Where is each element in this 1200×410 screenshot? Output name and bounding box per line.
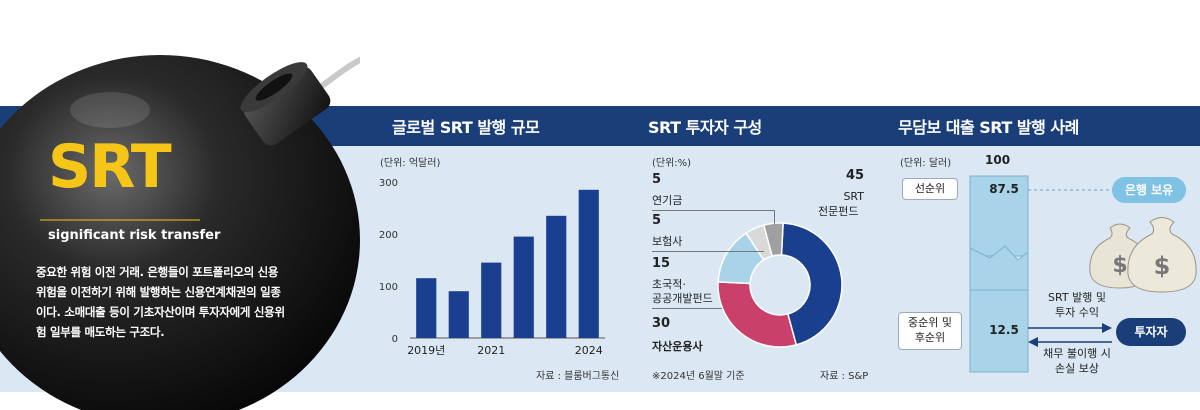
senior-label: 선순위 (902, 178, 958, 200)
panel-title-example: 무담보 대출 SRT 발행 사례 (898, 118, 1079, 137)
supranational-leader (652, 308, 722, 309)
insurer-value: 5 (652, 213, 662, 228)
bar-1 (448, 291, 469, 338)
x-tick-label: 2021 (477, 344, 505, 357)
junior-label-line2: 후순위 (914, 331, 946, 344)
srt-description: 중요한 위험 이전 거래. 은행들이 포트폴리오의 신용위험을 이전하기 위해 … (36, 265, 285, 339)
bar-chart: 0 100 200 300 2019년 2021 2024 (379, 178, 605, 357)
bar-0 (416, 278, 437, 338)
supranational-label-1: 초국적· (652, 278, 686, 291)
bar-2 (481, 262, 502, 338)
bomb-cap (240, 62, 331, 146)
bar-4 (546, 215, 567, 338)
y-tick-label: 300 (379, 178, 398, 189)
asset-mgr-label: 자산운용사 (652, 340, 703, 353)
junior-label: 중순위 및 후순위 (898, 312, 962, 350)
donut-chart (717, 222, 843, 348)
x-tick-label: 2019년 (407, 344, 445, 357)
example-unit: (단위: 달러) (900, 158, 952, 169)
donut-slice-0 (780, 222, 843, 346)
bomb-illustration (0, 55, 360, 410)
pension-leader (652, 210, 774, 211)
tranche-diagram: $ $ (969, 175, 1197, 373)
y-tick-label: 200 (379, 230, 398, 241)
flow-out-line2: 투자 수익 (1055, 306, 1099, 319)
pension-label: 연기금 (652, 194, 683, 207)
svg-text:$: $ (1154, 252, 1171, 280)
bar-chart-source: 자료 : 블룸버그통신 (536, 371, 620, 382)
supranational-label-2: 공공개발펀드 (652, 292, 713, 305)
donut-source: 자료 : S&P (820, 371, 869, 382)
asset-mgr-value: 30 (652, 316, 671, 331)
bar-chart-unit: (단위: 억달러) (380, 158, 441, 169)
bar-5 (578, 189, 599, 338)
senior-value: 87.5 (989, 182, 1019, 196)
svg-text:$: $ (1112, 253, 1127, 278)
donut-slice-4 (762, 222, 784, 257)
srt-fund-value: 45 (846, 168, 865, 183)
donut-slice-1 (717, 281, 798, 348)
bar-3 (513, 236, 534, 338)
supranational-value: 15 (652, 256, 671, 271)
flow-out-text: SRT 발행 및 투자 수익 (1034, 290, 1120, 320)
x-tick-label: 2024 (575, 344, 603, 357)
flow-in-line2: 손실 보상 (1055, 362, 1099, 375)
flow-out-line1: SRT 발행 및 (1048, 291, 1106, 304)
junior-label-line1: 중순위 및 (908, 316, 952, 329)
bank-keep-badge: 은행 보유 (1112, 177, 1186, 203)
y-tick-label: 0 (392, 334, 398, 345)
money-bag-icon: $ (1127, 217, 1197, 293)
insurer-leader (652, 251, 764, 252)
srt-subtitle: significant risk transfer (48, 228, 221, 243)
panel-title-global: 글로벌 SRT 발행 규모 (392, 118, 540, 137)
y-tick-label: 100 (379, 282, 398, 293)
donut-note: ※2024년 6월말 기준 (652, 371, 745, 382)
donut-unit: (단위:%) (652, 158, 692, 169)
flow-in-text: 채무 불이행 시 손실 보상 (1034, 346, 1120, 376)
srt-logo-text: SRT (48, 132, 172, 202)
pension-value: 5 (652, 172, 662, 187)
bottom-strip (0, 392, 1200, 410)
srt-fund-label-1: SRT (843, 190, 864, 203)
flow-in-line1: 채무 불이행 시 (1043, 347, 1111, 360)
junior-value: 12.5 (989, 323, 1019, 337)
panel-title-investors: SRT 투자자 구성 (648, 118, 762, 137)
investor-badge: 투자자 (1116, 318, 1186, 346)
pension-leader-v (774, 210, 775, 224)
srt-fund-label-2: 전문펀드 (818, 205, 859, 218)
total-value: 100 (985, 153, 1011, 167)
insurer-label: 보험사 (652, 235, 683, 248)
